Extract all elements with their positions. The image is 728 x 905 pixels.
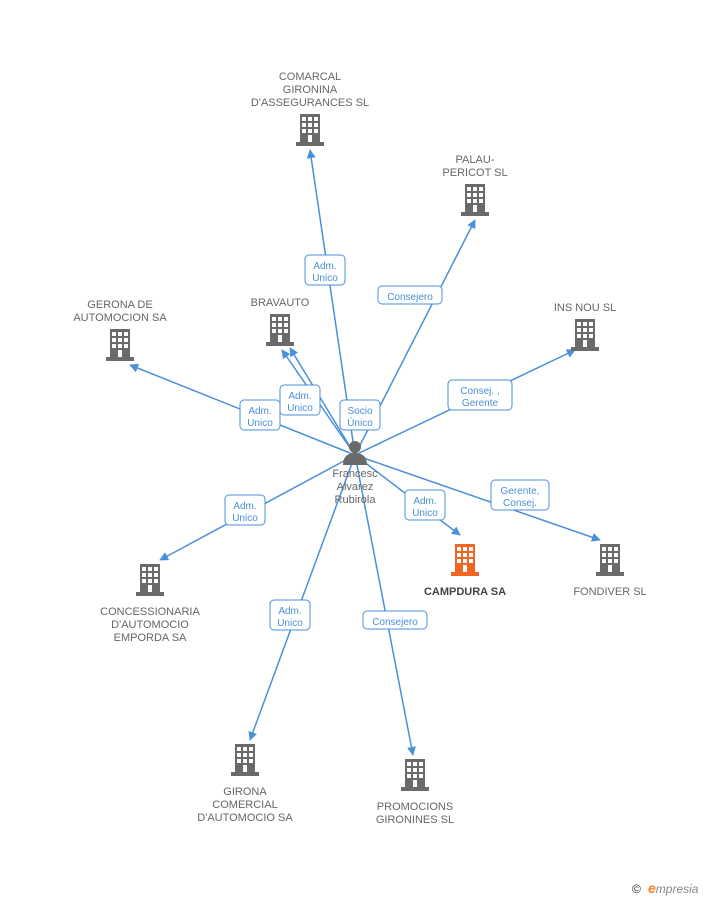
center-label: Francesc — [332, 468, 378, 480]
svg-text:D'AUTOMOCIO SA: D'AUTOMOCIO SA — [197, 812, 293, 824]
svg-text:PERICOT SL: PERICOT SL — [442, 167, 507, 179]
edge-label: Adm.Unico — [280, 385, 320, 415]
svg-text:COMARCAL: COMARCAL — [279, 71, 341, 83]
svg-text:Único: Único — [347, 416, 373, 429]
company-node: FONDIVER SL — [573, 544, 646, 598]
edge-label: Gerente,Consej. — [491, 480, 549, 510]
edge-label: Consejero — [363, 611, 427, 629]
svg-text:Adm.: Adm. — [288, 391, 311, 402]
svg-text:EMPORDA SA: EMPORDA SA — [114, 632, 187, 644]
svg-text:Consejero: Consejero — [387, 292, 433, 303]
edge-label: Adm.Unico — [270, 600, 310, 630]
svg-text:Socio: Socio — [347, 406, 372, 417]
company-node: COMARCALGIRONINAD'ASSEGURANCES SL — [251, 71, 369, 146]
edge-label: Consejero — [378, 286, 442, 304]
company-node: CAMPDURA SA — [424, 544, 506, 598]
company-node: PROMOCIONSGIRONINES SL — [376, 759, 454, 826]
svg-text:Unico: Unico — [287, 403, 313, 414]
center-label: Rubirola — [335, 494, 377, 506]
svg-text:AUTOMOCION SA: AUTOMOCION SA — [73, 312, 167, 324]
company-node: GIRONACOMERCIALD'AUTOMOCIO SA — [197, 744, 293, 824]
svg-text:Unico: Unico — [412, 508, 438, 519]
svg-text:INS NOU SL: INS NOU SL — [554, 302, 616, 314]
company-node: INS NOU SL — [554, 302, 616, 351]
edge-label: Adm.Unico — [240, 400, 280, 430]
edge-label: Adm.Unico — [225, 495, 265, 525]
copyright-symbol: © — [632, 882, 641, 896]
edge — [355, 455, 600, 540]
svg-text:Adm.: Adm. — [313, 261, 336, 272]
svg-text:Consej.: Consej. — [503, 498, 537, 509]
edge-labels-layer: Adm.UnicoConsejeroConsej. ,GerenteGerent… — [225, 255, 549, 630]
edge-label: Adm.Unico — [305, 255, 345, 285]
copyright: © empresia — [632, 880, 699, 896]
svg-text:GIRONINA: GIRONINA — [283, 84, 338, 96]
svg-text:Adm.: Adm. — [248, 406, 271, 417]
svg-text:CAMPDURA SA: CAMPDURA SA — [424, 586, 506, 598]
svg-text:BRAVAUTO: BRAVAUTO — [251, 297, 310, 309]
svg-text:D'ASSEGURANCES SL: D'ASSEGURANCES SL — [251, 97, 369, 109]
company-node: BRAVAUTO — [251, 297, 310, 346]
svg-text:FONDIVER SL: FONDIVER SL — [573, 586, 646, 598]
svg-text:Gerente,: Gerente, — [501, 486, 540, 497]
svg-text:Unico: Unico — [277, 618, 303, 629]
edge-label: SocioÚnico — [340, 400, 380, 430]
brand-text: empresia — [648, 880, 699, 896]
svg-text:Gerente: Gerente — [462, 398, 499, 409]
svg-text:Consejero: Consejero — [372, 617, 418, 628]
svg-text:Adm.: Adm. — [278, 606, 301, 617]
company-node: CONCESSIONARIAD'AUTOMOCIOEMPORDA SA — [100, 564, 200, 644]
svg-text:PROMOCIONS: PROMOCIONS — [377, 801, 453, 813]
svg-text:Unico: Unico — [247, 418, 273, 429]
svg-text:Unico: Unico — [232, 513, 258, 524]
svg-text:COMERCIAL: COMERCIAL — [212, 799, 277, 811]
edge-label: Consej. ,Gerente — [448, 380, 512, 410]
svg-text:Adm.: Adm. — [233, 501, 256, 512]
svg-text:PALAU-: PALAU- — [456, 154, 495, 166]
svg-text:GIRONA: GIRONA — [223, 786, 267, 798]
svg-text:Consej. ,: Consej. , — [460, 386, 499, 397]
center-node: FrancescAlvarezRubirola — [332, 441, 378, 506]
company-node: GERONA DEAUTOMOCION SA — [73, 299, 167, 361]
svg-text:GERONA DE: GERONA DE — [87, 299, 152, 311]
svg-text:Unico: Unico — [312, 273, 338, 284]
center-label: Alvarez — [337, 481, 374, 493]
company-node: PALAU-PERICOT SL — [442, 154, 507, 216]
svg-text:D'AUTOMOCIO: D'AUTOMOCIO — [111, 619, 189, 631]
svg-text:GIRONINES SL: GIRONINES SL — [376, 814, 454, 826]
svg-text:CONCESSIONARIA: CONCESSIONARIA — [100, 606, 200, 618]
edge-label: Adm.Unico — [405, 490, 445, 520]
edges-layer — [130, 150, 600, 755]
svg-text:Adm.: Adm. — [413, 496, 436, 507]
